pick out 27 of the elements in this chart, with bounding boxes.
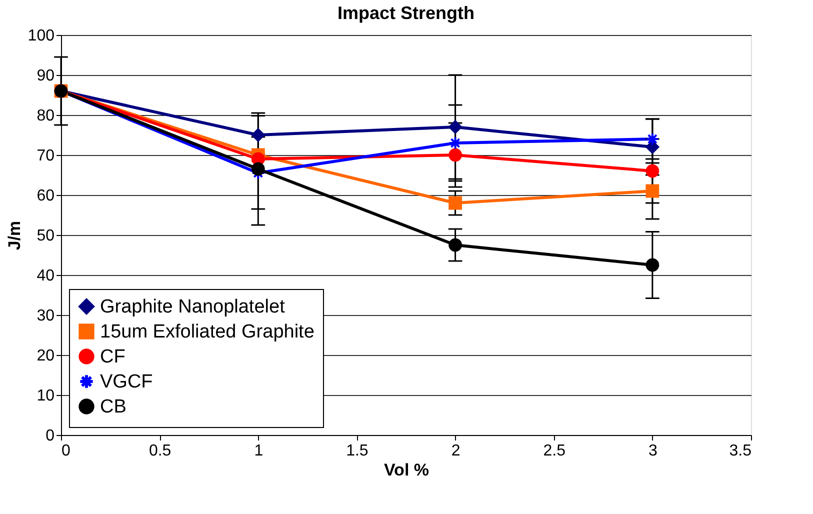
y-tick-label: 80 (36, 108, 55, 124)
x-tick-label: 2.5 (543, 442, 566, 460)
legend-label: Graphite Nanoplatelet (100, 296, 286, 318)
y-tick-label: 30 (36, 308, 55, 324)
y-tick-label: 50 (36, 228, 55, 244)
chart-title: Impact Strength (337, 3, 475, 23)
x-tick-label: 1 (254, 442, 264, 460)
x-tick-label: 2 (451, 442, 460, 460)
y-tick-label: 10 (36, 388, 55, 404)
x-tick-label: 0 (62, 442, 70, 460)
y-axis-title: J/m (4, 220, 24, 250)
x-tick-label: 0.5 (148, 442, 172, 460)
y-tick-label: 70 (36, 148, 55, 164)
legend-label: CB (100, 396, 126, 418)
legend-label: VGCF (100, 372, 153, 392)
y-tick-label: 20 (36, 348, 55, 364)
y-tick-label: 100 (28, 28, 55, 44)
y-tick-label: 0 (46, 428, 55, 444)
legend-label: CF (100, 346, 126, 368)
y-tick-label: 40 (36, 268, 55, 284)
legend-label: 15um Exfoliated Graphite (100, 322, 314, 342)
y-tick-label: 60 (36, 188, 55, 204)
x-tick-label: 1.5 (346, 442, 368, 460)
y-tick-label: 90 (36, 68, 55, 84)
x-tick-label: 3.5 (729, 442, 752, 460)
x-tick-label: 3 (648, 442, 658, 460)
x-axis-title: Vol % (384, 460, 430, 480)
